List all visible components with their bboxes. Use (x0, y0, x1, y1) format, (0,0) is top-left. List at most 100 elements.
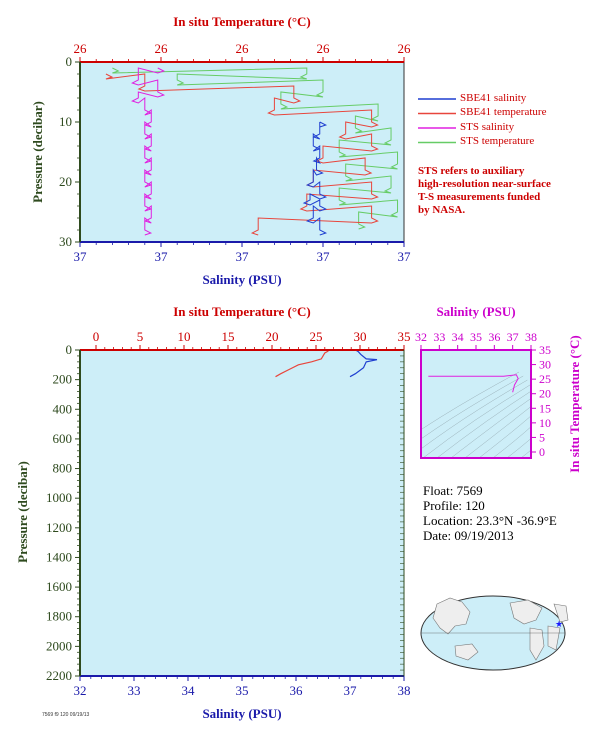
sts-temperature-line (112, 67, 399, 230)
near-surface-panel: 26 26 26 26 26 37 37 37 37 37 0 10 20 30 In situ Temp… (30, 14, 411, 287)
bottom-pressure-tick-label: 800 (53, 461, 73, 476)
ts-temperature-tick-label: 10 (539, 416, 551, 430)
bottom-temperature-axis-title: In situ Temperature (°C) (173, 304, 311, 319)
map-land-south-america (529, 627, 545, 661)
bottom-salinity-tick-label: 35 (236, 683, 249, 698)
top-pressure-tick-label: 0 (66, 54, 73, 69)
bottom-salinity-tick-label: 33 (128, 683, 141, 698)
bottom-pressure-tick-label: 600 (53, 431, 73, 446)
top-temperature-tick-label: 26 (155, 41, 169, 56)
ts-salinity-tick-label: 33 (433, 330, 445, 344)
ts-density-contour (520, 449, 531, 458)
map-land-australia (454, 643, 479, 661)
ts-density-contour (421, 375, 524, 440)
top-plot-area (80, 62, 404, 242)
bottom-salinity-tick-label: 34 (182, 683, 196, 698)
legend-label-sts-temperature: STS temperature (460, 135, 535, 147)
ts-temperature-tick-label: 35 (539, 343, 551, 357)
sbe-temperature-line (105, 73, 379, 236)
top-pressure-tick-label: 10 (59, 114, 72, 129)
ts-plot-area (421, 350, 531, 458)
sts-note-line-4: by NASA. (418, 204, 466, 216)
ts-temperature-tick-label: 0 (539, 445, 545, 459)
sts-salinity-line (131, 67, 166, 236)
ts-density-contour (450, 398, 531, 458)
bottom-pressure-tick-label: 0 (66, 342, 73, 357)
footer-code: 7569 f9 120 09/19/13 (42, 712, 90, 718)
top-salinity-tick-label: 37 (155, 249, 169, 264)
top-temperature-tick-label: 26 (398, 41, 412, 56)
ts-density-contour (492, 426, 531, 458)
bottom-salinity-line (349, 349, 378, 378)
legend (418, 98, 456, 144)
full-depth-panel: 0 5 10 15 20 25 30 35 32 33 34 35 36 37 38 0 200 400 600 80… (15, 304, 411, 721)
location: Location: 23.3°N -36.9°E (423, 513, 557, 528)
bottom-salinity-tick-label: 37 (344, 683, 358, 698)
ts-salinity-tick-label: 36 (488, 330, 500, 344)
ts-temperature-tick-label: 20 (539, 387, 551, 401)
bottom-salinity-tick-label: 36 (290, 683, 304, 698)
ts-temperature-tick-label: 30 (539, 358, 551, 372)
bottom-salinity-tick-label: 38 (398, 683, 411, 698)
ts-density-contour (421, 371, 520, 430)
top-temperature-tick-label: 26 (236, 41, 250, 56)
bottom-temperature-tick-label: 0 (93, 329, 100, 344)
float-id: Float: 7569 (423, 483, 483, 498)
ts-density-contour (506, 438, 531, 458)
map-land-africa (547, 625, 561, 651)
date: Date: 09/19/2013 (423, 528, 514, 543)
float-location-marker-icon: ★ (555, 619, 563, 629)
bottom-pressure-tick-label: 1800 (46, 609, 72, 624)
bottom-temperature-tick-label: 25 (310, 329, 323, 344)
legend-label-sts-salinity: STS salinity (460, 121, 515, 133)
top-temperature-tick-label: 26 (317, 41, 331, 56)
sts-note-line-1: STS refers to auxiliary (418, 165, 525, 177)
sts-note-line-2: high-resolution near-surface (418, 178, 551, 190)
bottom-pressure-tick-label: 1000 (46, 490, 72, 505)
legend-label-sbe-temperature: SBE41 temperature (460, 106, 547, 118)
ts-salinity-tick-label: 37 (507, 330, 519, 344)
bottom-salinity-tick-label: 32 (74, 683, 87, 698)
map-land-north-america (509, 599, 543, 625)
top-salinity-tick-label: 37 (74, 249, 88, 264)
float-info: Float: 7569 Profile: 120 Location: 23.3°… (423, 483, 557, 543)
bottom-temperature-tick-label: 5 (137, 329, 144, 344)
bottom-temperature-tick-label: 30 (354, 329, 367, 344)
bottom-temperature-tick-label: 35 (398, 329, 411, 344)
ts-salinity-axis-title: Salinity (PSU) (436, 304, 515, 319)
ts-density-contour (421, 379, 528, 450)
top-pressure-tick-label: 20 (59, 174, 72, 189)
ts-temperature-tick-label: 5 (539, 430, 545, 444)
ts-salinity-tick-label: 38 (525, 330, 537, 344)
ts-temperature-tick-label: 25 (539, 372, 551, 386)
bottom-pressure-tick-label: 1200 (46, 520, 72, 535)
ts-density-contour (464, 406, 531, 458)
ts-salinity-tick-label: 32 (415, 330, 427, 344)
top-pressure-axis-title: Pressure (decibar) (30, 101, 45, 203)
bottom-pressure-tick-label: 1600 (46, 579, 72, 594)
profile-number: Profile: 120 (423, 498, 485, 513)
ts-temperature-tick-label: 15 (539, 401, 551, 415)
top-salinity-tick-label: 37 (317, 249, 331, 264)
world-map: ★ (420, 595, 569, 671)
bottom-temperature-line (275, 349, 330, 378)
map-land-asia (432, 597, 471, 635)
top-temperature-tick-label: 26 (74, 41, 88, 56)
top-temperature-axis-title: In situ Temperature (°C) (173, 14, 311, 29)
bottom-pressure-tick-label: 200 (53, 372, 73, 387)
ts-temperature-axis-title: In situ Temperature (°C) (567, 335, 582, 473)
sbe-salinity-line (302, 121, 328, 236)
bottom-pressure-tick-label: 400 (53, 401, 73, 416)
ts-salinity-tick-label: 35 (470, 330, 482, 344)
top-salinity-tick-label: 37 (398, 249, 412, 264)
bottom-pressure-axis-title: Pressure (decibar) (15, 461, 30, 563)
map-land-europe (553, 603, 569, 623)
legend-label-sbe-salinity: SBE41 salinity (460, 92, 527, 104)
sts-note-line-3: T-S measurements funded (418, 191, 541, 203)
bottom-temperature-tick-label: 20 (266, 329, 279, 344)
bottom-temperature-tick-label: 15 (222, 329, 235, 344)
ts-profile-line (428, 374, 519, 393)
bottom-pressure-tick-label: 1400 (46, 549, 72, 564)
